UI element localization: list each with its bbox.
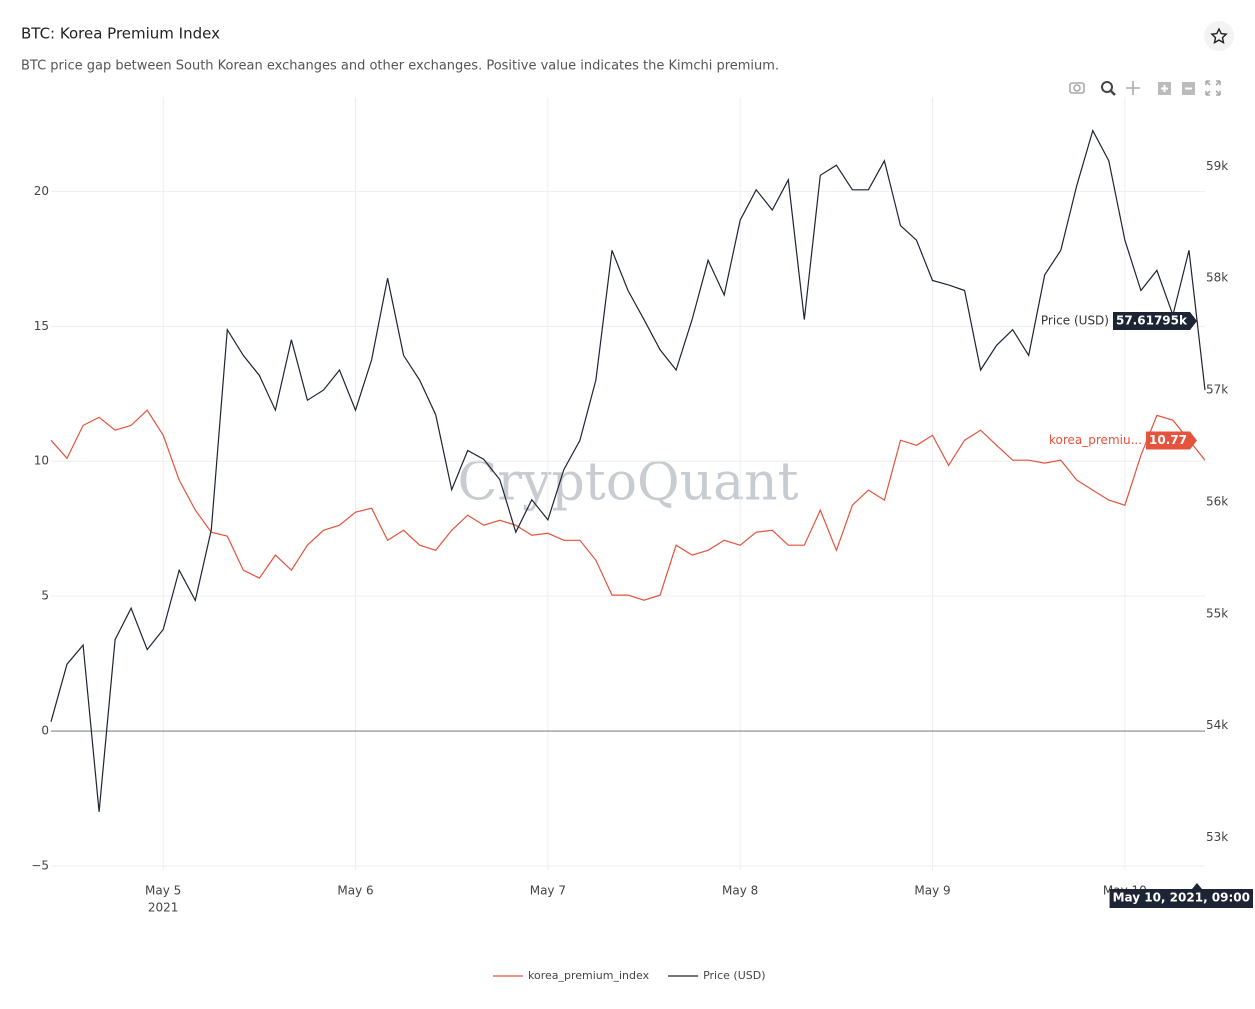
autoscale-button[interactable] bbox=[1205, 80, 1221, 96]
hover-value: 10.77 bbox=[1149, 433, 1187, 447]
toolbar bbox=[1069, 80, 1221, 96]
hover-box bbox=[1112, 311, 1197, 330]
hover-date-box bbox=[1109, 883, 1253, 908]
y2-tick-label: 58k bbox=[1206, 271, 1228, 285]
y-tick-label: 15 bbox=[34, 319, 49, 333]
y2-tick-label: 54k bbox=[1206, 718, 1228, 732]
y2-tick-label: 55k bbox=[1206, 606, 1228, 620]
hover-label: 57.61795k Price (USD) bbox=[1041, 311, 1197, 330]
camera-button[interactable] bbox=[1069, 82, 1085, 94]
x-tick-label: May 7 bbox=[530, 884, 566, 898]
y-tick-label: 20 bbox=[34, 184, 49, 198]
y2-tick-label: 57k bbox=[1206, 383, 1228, 397]
legend-label: Price (USD) bbox=[703, 969, 765, 982]
x-tick-label: May 6 bbox=[337, 884, 373, 898]
line-series bbox=[50, 129, 1206, 812]
hover-value: 57.61795k bbox=[1116, 313, 1188, 327]
legend: korea_premium_index Price (USD) bbox=[493, 969, 766, 982]
hover-name: korea_premiu... bbox=[1049, 433, 1142, 447]
hover-name: Price (USD) bbox=[1041, 313, 1109, 327]
pan-button[interactable] bbox=[1126, 81, 1140, 95]
y-tick-label: 5 bbox=[41, 589, 49, 603]
y2-tick-label: 56k bbox=[1206, 494, 1228, 508]
hover-box bbox=[1146, 431, 1197, 450]
x-year-label: 2021 bbox=[148, 901, 179, 915]
hover-label: 10.77 korea_premiu... bbox=[1049, 431, 1197, 450]
y-tick-label: −5 bbox=[31, 858, 49, 872]
zoom-in-button[interactable] bbox=[1158, 82, 1171, 95]
x-tick-label: May 8 bbox=[722, 884, 758, 898]
chart-title: BTC: Korea Premium Index bbox=[21, 25, 220, 43]
zoom-button[interactable] bbox=[1101, 81, 1116, 96]
y2-tick-label: 59k bbox=[1206, 159, 1228, 173]
y-tick-label: 10 bbox=[34, 454, 49, 468]
legend-label: korea_premium_index bbox=[528, 969, 650, 982]
y2-tick-label: 53k bbox=[1206, 830, 1228, 844]
line-series bbox=[50, 409, 1206, 601]
watermark: CryptoQuant bbox=[457, 453, 798, 513]
favorite-button[interactable] bbox=[1204, 21, 1234, 51]
hover-date: May 10, 2021, 09:00 bbox=[1109, 883, 1253, 908]
x-tick-label: May 5 bbox=[145, 884, 181, 898]
hover-date-label: May 10, 2021, 09:00 bbox=[1113, 891, 1250, 905]
zoom-out-button[interactable] bbox=[1182, 82, 1195, 95]
x-tick-label: May 9 bbox=[914, 884, 950, 898]
y-tick-label: 0 bbox=[41, 724, 49, 738]
chart-subtitle: BTC price gap between South Korean excha… bbox=[21, 59, 779, 74]
